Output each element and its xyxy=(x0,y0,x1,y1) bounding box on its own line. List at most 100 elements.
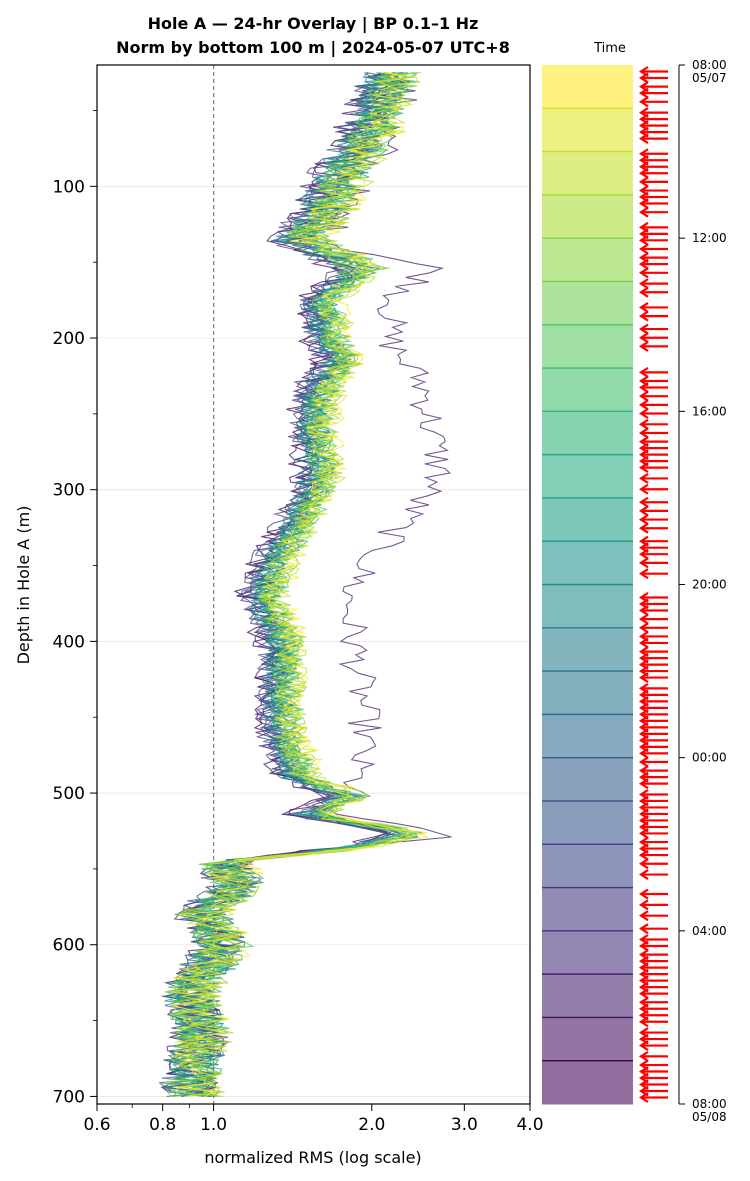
time-marker-head-55 xyxy=(638,557,649,569)
time-marker-head-14 xyxy=(638,176,649,188)
time-marker-head-31 xyxy=(638,332,649,344)
time-marker-head-101 xyxy=(638,940,649,952)
colorbar-band-15 xyxy=(542,671,633,715)
time-marker-head-33 xyxy=(638,366,649,378)
x-axis-label: normalized RMS (log scale) xyxy=(204,1148,421,1167)
y-tick-label: 700 xyxy=(53,1087,85,1107)
colorbar-band-8 xyxy=(542,368,633,412)
profile-line-23 xyxy=(164,72,428,1097)
colorbar-tick-sublabel: 05/07 xyxy=(692,71,727,85)
x-tick-label: 4.0 xyxy=(516,1115,543,1135)
time-marker-head-24 xyxy=(638,258,649,270)
time-marker-head-56 xyxy=(638,568,649,580)
time-marker-head-47 xyxy=(638,483,649,495)
profiles-group xyxy=(158,72,452,1097)
time-marker-head-59 xyxy=(638,605,649,616)
time-marker-head-80 xyxy=(638,756,649,768)
colorbar-band-12 xyxy=(542,541,633,585)
time-marker-head-116 xyxy=(638,1050,649,1062)
colorbar-band-18 xyxy=(542,800,633,845)
y-axis-ticks: 100 200 300 400 500 600 700 xyxy=(53,110,97,1107)
colorbar-band-11 xyxy=(542,497,633,542)
colorbar-tick-label: 08:00 xyxy=(692,1097,727,1111)
time-marker-head-3 xyxy=(638,87,649,99)
colorbar xyxy=(542,65,633,1105)
grid-lines xyxy=(97,185,530,1097)
y-tick-label: 100 xyxy=(53,177,85,197)
y-tick-label: 200 xyxy=(53,329,85,349)
time-marker-head-115 xyxy=(638,1040,649,1051)
y-tick-label: 500 xyxy=(53,784,85,804)
time-markers xyxy=(638,66,668,1103)
colorbar-band-24 xyxy=(542,1060,633,1105)
chart-title-line2: Norm by bottom 100 m | 2024-05-07 UTC+8 xyxy=(116,38,510,58)
colorbar-band-13 xyxy=(542,584,633,629)
time-marker-head-22 xyxy=(638,243,649,255)
time-marker-head-79 xyxy=(638,747,649,759)
colorbar-band-9 xyxy=(542,411,633,456)
profile-line-24 xyxy=(171,72,429,1097)
time-marker-head-94 xyxy=(638,858,649,870)
y-tick-label: 300 xyxy=(53,481,85,501)
time-marker-head-4 xyxy=(638,96,649,108)
time-marker-head-90 xyxy=(638,828,649,839)
time-marker-head-35 xyxy=(638,382,649,393)
plot-frame xyxy=(96,64,531,1105)
colorbar-band-5 xyxy=(542,238,633,282)
profile-line-16 xyxy=(168,72,421,1097)
time-marker-head-38 xyxy=(638,408,649,419)
colorbar-title: Time xyxy=(593,41,626,56)
time-marker-head-99 xyxy=(638,923,649,935)
chart-title-line1: Hole A — 24-hr Overlay | BP 0.1–1 Hz xyxy=(148,14,479,34)
y-tick-label: 400 xyxy=(53,632,85,652)
time-marker-head-25 xyxy=(638,267,649,279)
time-marker-head-97 xyxy=(638,899,649,911)
time-marker-head-60 xyxy=(638,613,649,625)
colorbar-band-20 xyxy=(542,887,633,932)
time-marker-head-29 xyxy=(638,310,649,322)
time-marker-head-98 xyxy=(638,910,649,922)
time-marker-head-61 xyxy=(638,622,649,634)
colorbar-tick-label: 20:00 xyxy=(692,578,727,592)
colorbar-band-7 xyxy=(542,324,633,369)
time-marker-head-46 xyxy=(638,473,649,484)
time-marker-head-50 xyxy=(638,514,649,525)
colorbar-band-19 xyxy=(542,844,633,889)
time-marker-head-32 xyxy=(638,340,649,352)
colorbar-axis: 08:0005/0712:0016:0020:0000:0004:0008:00… xyxy=(678,58,727,1124)
colorbar-band-23 xyxy=(542,1017,633,1062)
time-marker-head-30 xyxy=(638,323,649,335)
colorbar-tick-label: 12:00 xyxy=(692,231,727,245)
time-marker-head-39 xyxy=(638,418,649,430)
time-marker-head-63 xyxy=(638,637,649,649)
colorbar-band-10 xyxy=(542,454,633,499)
colorbar-band-16 xyxy=(542,714,633,759)
time-marker-head-51 xyxy=(638,522,649,534)
colorbar-band-3 xyxy=(542,151,633,196)
time-marker-head-17 xyxy=(638,198,649,209)
x-tick-label: 2.0 xyxy=(358,1115,385,1135)
time-marker-head-28 xyxy=(638,302,649,313)
y-tick-label: 600 xyxy=(53,936,85,956)
time-marker-head-93 xyxy=(638,849,649,861)
colorbar-band-4 xyxy=(542,194,633,239)
time-marker-head-1 xyxy=(638,72,649,84)
colorbar-tick-label: 00:00 xyxy=(692,751,727,765)
time-marker-head-83 xyxy=(638,778,649,790)
time-marker-head-108 xyxy=(638,988,649,1000)
time-marker-head-37 xyxy=(638,399,649,411)
time-marker-head-54 xyxy=(638,548,649,560)
time-marker-head-112 xyxy=(638,1016,649,1028)
colorbar-tick-label: 16:00 xyxy=(692,404,727,418)
colorbar-band-2 xyxy=(542,108,633,153)
time-marker-head-9 xyxy=(638,133,649,145)
time-marker-head-27 xyxy=(638,286,649,298)
x-tick-label: 3.0 xyxy=(451,1115,478,1135)
x-tick-label: 0.8 xyxy=(149,1115,176,1135)
time-marker-head-49 xyxy=(638,505,649,517)
time-marker-head-18 xyxy=(638,206,649,218)
colorbar-tick-sublabel: 05/08 xyxy=(692,1110,727,1124)
colorbar-tick-label: 04:00 xyxy=(692,924,727,938)
time-marker-head-36 xyxy=(638,390,649,402)
colorbar-band-6 xyxy=(542,281,633,326)
